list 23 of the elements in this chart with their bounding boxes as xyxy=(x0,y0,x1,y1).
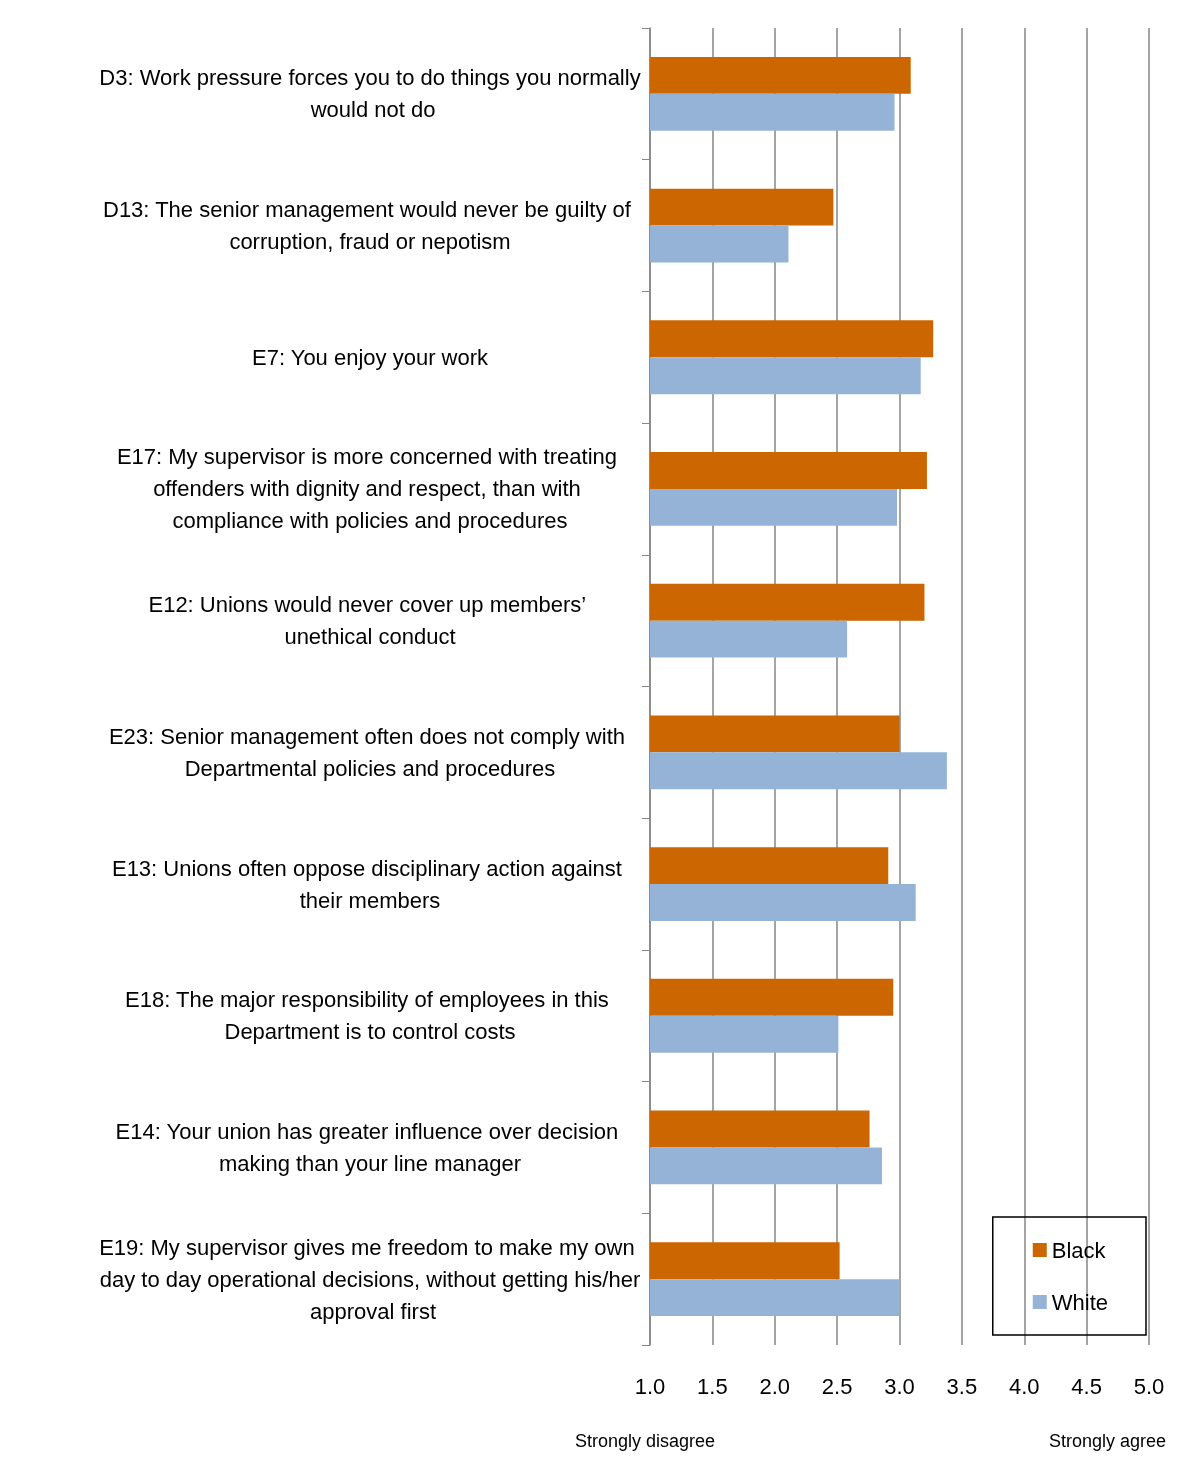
x-tick-label: 4.5 xyxy=(1071,1373,1102,1399)
y-tick-label: E14: Your union has greater influence over decision making than your line manager xyxy=(115,1118,625,1176)
x-tick-label: 2.0 xyxy=(759,1373,791,1399)
x-tick-label: 3.5 xyxy=(946,1373,978,1399)
x-tick-label: 4.0 xyxy=(1008,1373,1040,1399)
x-tick-label: 5.0 xyxy=(1133,1373,1165,1399)
text: Strongly disagree xyxy=(575,1431,716,1451)
y-tick-label: D3: Work pressure forces you to do things you normally would not do xyxy=(99,65,641,123)
text: Strongly agree xyxy=(1049,1431,1167,1451)
y-tick-label: E12: Unions would never cover up members’ unethical conduct xyxy=(148,592,592,650)
y-tick-label: D13: The senior management would never be guilty of corruption, fraud or nepotism xyxy=(102,197,638,255)
y-tick-label: E18: The major responsibility of employees in this Department is to control costs xyxy=(125,987,615,1045)
y-tick-label: E19: My supervisor gives me freedom to make my own day to day operational decisions, without getting his/her approval first xyxy=(99,1234,641,1324)
y-tick-label: E7: You enjoy your work xyxy=(251,344,490,370)
x-tick-label: 2.5 xyxy=(821,1373,853,1399)
y-tick-label: E23: Senior management often does not comply with Departmental policies and procedures xyxy=(108,723,632,781)
y-tick-label: E13: Unions often oppose disciplinary action against their members xyxy=(111,855,629,913)
legend-label: White xyxy=(1051,1289,1109,1315)
x-tick-label: 3.0 xyxy=(884,1373,915,1399)
x-tick-label: 1.0 xyxy=(634,1373,666,1399)
legend-label: Black xyxy=(1051,1237,1107,1263)
y-tick-label: E17: My supervisor is more concerned with treating offenders with dignity and respect, than with compliance with policies and procedures xyxy=(116,444,624,534)
x-tick-label: 1.5 xyxy=(697,1373,728,1399)
